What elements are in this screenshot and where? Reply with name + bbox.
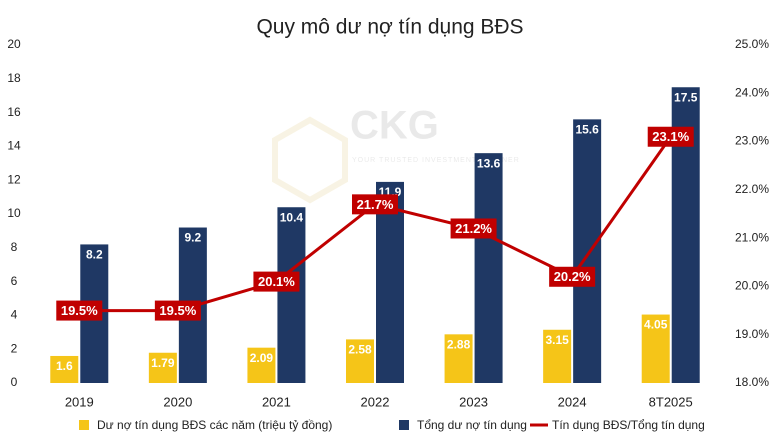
y2-tick-label: 25.0% bbox=[735, 37, 769, 51]
bar bbox=[346, 339, 374, 383]
bar-value-label: 10.4 bbox=[280, 210, 304, 224]
legend-label: Dư nợ tín dụng BĐS các năm (triệu tỷ đồn… bbox=[97, 418, 332, 432]
line-label-box bbox=[154, 300, 201, 321]
bar bbox=[277, 207, 306, 383]
x-tick-label: 2022 bbox=[361, 394, 390, 409]
x-tick-label: 2024 bbox=[558, 394, 587, 409]
bar-value-label: 2.88 bbox=[447, 337, 471, 351]
y2-tick-label: 24.0% bbox=[735, 85, 769, 99]
bar-value-label: 1.6 bbox=[56, 359, 73, 373]
line-label-box bbox=[450, 218, 497, 239]
y-tick-label: 16 bbox=[7, 105, 21, 119]
line-value-label: 20.1% bbox=[258, 274, 295, 289]
bar-value-label: 9.2 bbox=[185, 231, 202, 245]
legend-swatch bbox=[399, 420, 409, 430]
watermark-logo: CKG bbox=[350, 104, 439, 148]
line-value-label: 19.5% bbox=[159, 303, 196, 318]
bar-value-label: 2.09 bbox=[250, 351, 274, 365]
y-tick-label: 12 bbox=[7, 172, 21, 186]
line-value-label: 21.2% bbox=[455, 221, 492, 236]
y-tick-label: 0 bbox=[11, 375, 18, 389]
y2-tick-label: 20.0% bbox=[735, 279, 769, 293]
bar-value-label: 13.6 bbox=[477, 156, 501, 170]
line-label-box bbox=[56, 300, 103, 321]
line-value-label: 20.2% bbox=[554, 269, 591, 284]
chart-title: Quy mô dư nợ tín dụng BĐS bbox=[256, 16, 523, 39]
legend-label: Tín dụng BĐS/Tổng tín dụng bbox=[552, 418, 705, 432]
y-tick-label: 10 bbox=[7, 206, 21, 220]
x-tick-label: 2019 bbox=[65, 394, 94, 409]
y-tick-label: 4 bbox=[11, 308, 18, 322]
line-value-label: 19.5% bbox=[61, 303, 98, 318]
y2-tick-label: 21.0% bbox=[735, 230, 769, 244]
y-tick-label: 18 bbox=[7, 71, 21, 85]
x-tick-label: 2021 bbox=[262, 394, 291, 409]
bar bbox=[148, 352, 177, 383]
line-label-box bbox=[647, 126, 694, 147]
bar bbox=[474, 153, 503, 383]
bar-value-label: 1.79 bbox=[151, 356, 175, 370]
bar bbox=[444, 334, 473, 383]
bar-value-label: 8.2 bbox=[86, 248, 103, 262]
legend-swatch bbox=[79, 420, 89, 430]
x-tick-label: 2023 bbox=[459, 394, 488, 409]
bar bbox=[543, 329, 572, 383]
watermark: CKG YOUR TRUSTED INVESTMENT PARTNER bbox=[272, 104, 520, 204]
bar bbox=[573, 119, 602, 384]
y-tick-label: 14 bbox=[7, 139, 21, 153]
bar-value-label: 4.05 bbox=[644, 318, 668, 332]
line-value-label: 23.1% bbox=[652, 129, 689, 144]
y2-tick-label: 22.0% bbox=[735, 182, 769, 196]
bar-value-label: 3.15 bbox=[545, 333, 569, 347]
bar-value-label: 17.5 bbox=[674, 90, 698, 104]
line-value-label: 21.7% bbox=[357, 197, 394, 212]
legend-label: Tổng dư nợ tín dụng bbox=[417, 418, 527, 432]
y-tick-label: 2 bbox=[11, 341, 18, 355]
x-tick-label: 8T2025 bbox=[649, 394, 693, 409]
line-label-box bbox=[549, 266, 596, 287]
bar bbox=[50, 355, 79, 383]
bar bbox=[247, 347, 276, 383]
bar bbox=[376, 181, 404, 383]
bar-value-label: 2.58 bbox=[348, 343, 372, 357]
y2-tick-label: 18.0% bbox=[735, 375, 769, 389]
x-tick-label: 2020 bbox=[163, 394, 192, 409]
y2-tick-label: 19.0% bbox=[735, 327, 769, 341]
bar bbox=[641, 314, 670, 383]
y-tick-label: 20 bbox=[7, 37, 21, 51]
y2-tick-label: 23.0% bbox=[735, 134, 769, 148]
y-tick-label: 8 bbox=[11, 240, 18, 254]
y-tick-label: 6 bbox=[11, 274, 18, 288]
line-label-box bbox=[352, 194, 398, 215]
line-label-box bbox=[253, 271, 300, 292]
bar-value-label: 15.6 bbox=[575, 123, 599, 137]
watermark-tagline: YOUR TRUSTED INVESTMENT PARTNER bbox=[352, 157, 520, 164]
